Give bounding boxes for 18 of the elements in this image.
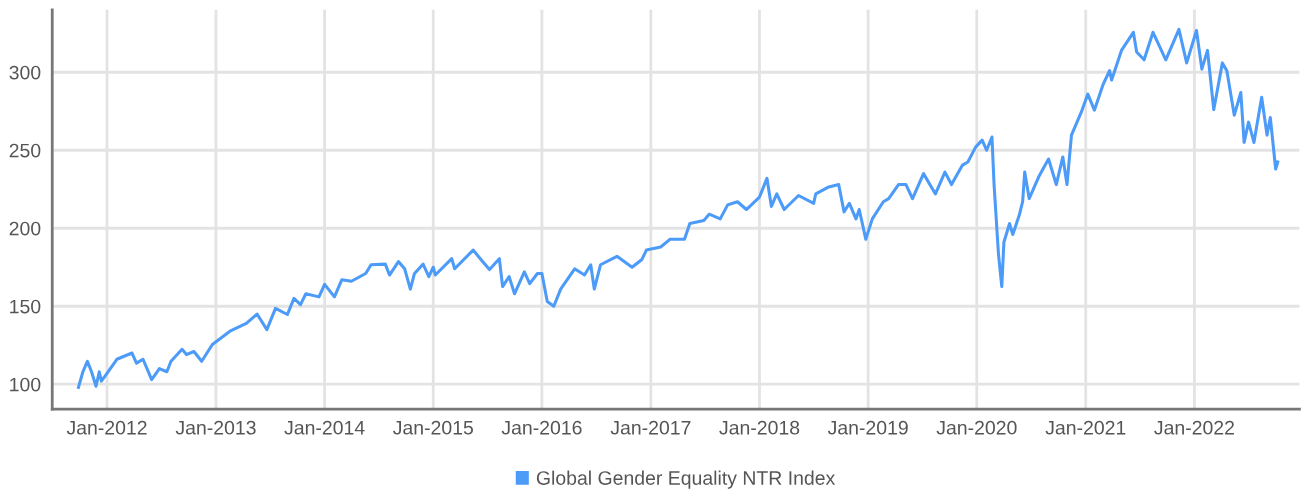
- x-tick-label: Jan-2020: [936, 420, 1017, 435]
- x-tick-label: Jan-2021: [1045, 420, 1126, 435]
- line-series: [76, 27, 1280, 389]
- y-tick-label: 100: [10, 377, 41, 392]
- x-tick-label: Jan-2013: [175, 420, 256, 435]
- x-tick-label: Jan-2012: [66, 420, 147, 435]
- y-tick-label: 150: [10, 299, 41, 314]
- legend-label: Global Gender Equality NTR Index: [536, 470, 836, 489]
- x-tick-label: Jan-2017: [610, 420, 691, 435]
- x-tick-label: Jan-2022: [1154, 420, 1234, 435]
- y-tick-label: 250: [9, 143, 41, 158]
- x-tick-label: Jan-2015: [393, 420, 473, 435]
- x-tick-label: Jan-2018: [719, 420, 800, 435]
- y-tick-label: 200: [9, 221, 41, 236]
- y-tick-label: 300: [9, 65, 41, 80]
- x-tick-label: Jan-2019: [827, 420, 908, 435]
- x-tick-label: Jan-2016: [501, 420, 582, 435]
- x-tick-label: Jan-2014: [284, 420, 365, 435]
